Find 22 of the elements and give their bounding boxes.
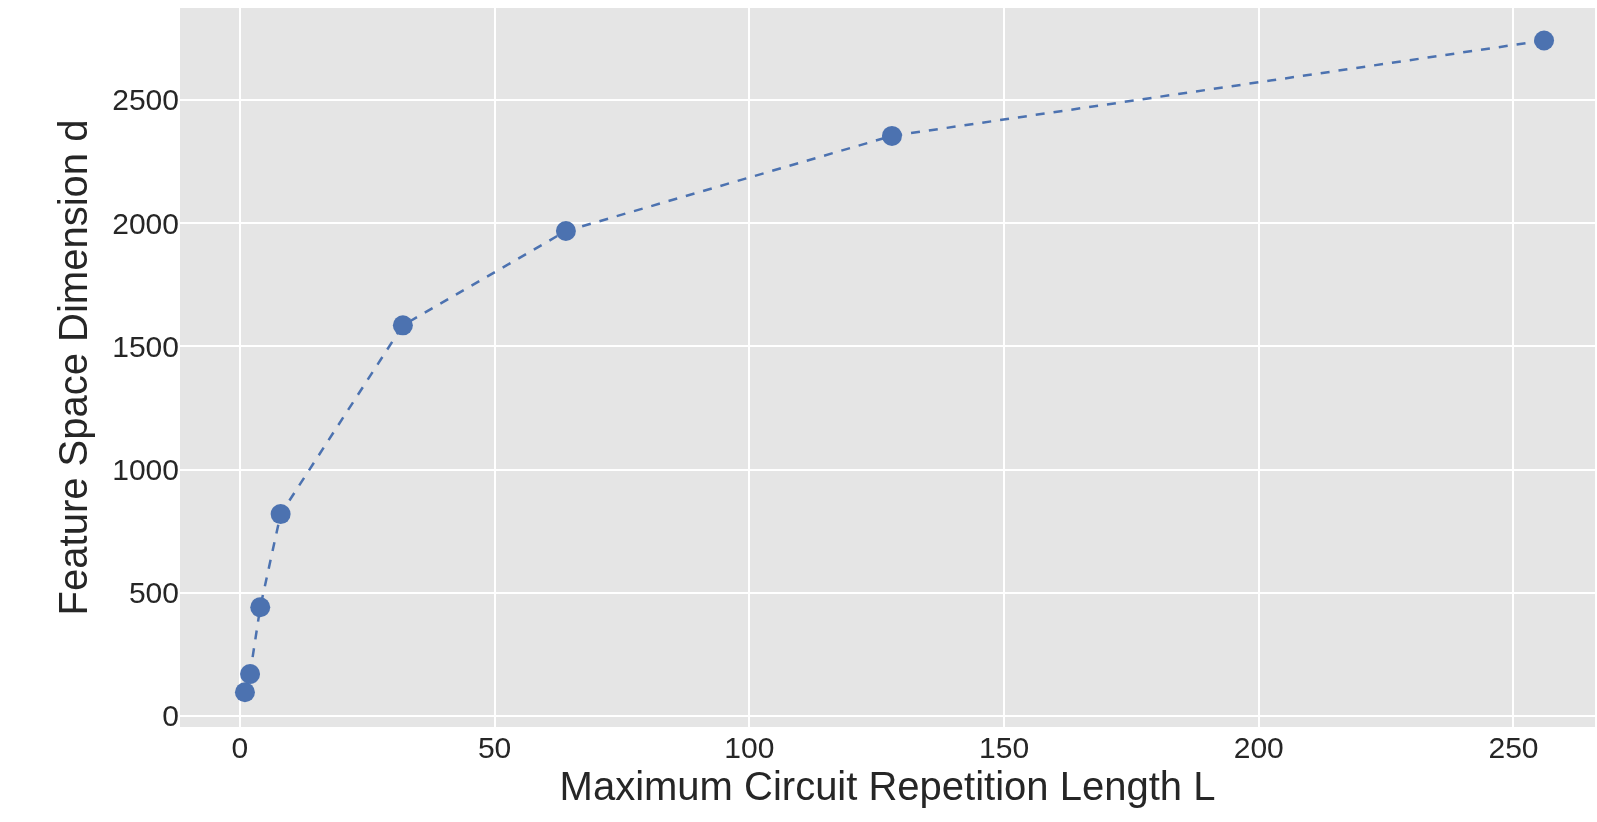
y-axis-title: Feature Space Dimension d: [50, 119, 95, 616]
x-tick-label: 100: [724, 731, 775, 764]
point: [234, 682, 255, 703]
point: [555, 220, 576, 241]
point: [270, 504, 291, 525]
y-tick-label: 500: [128, 576, 179, 610]
y-tick-label: 2000: [112, 206, 179, 240]
y-tick-label: 0: [162, 699, 179, 733]
x-tick-label: 50: [477, 731, 512, 764]
x-tick-label: 0: [231, 731, 249, 764]
point: [240, 664, 261, 685]
y-tick-label: 1000: [112, 453, 179, 487]
x-tick-label: 150: [979, 731, 1030, 764]
x-axis-title: Maximum Circuit Repetition Length L: [559, 764, 1216, 808]
y-tick-label: 1500: [112, 329, 179, 363]
point: [250, 597, 271, 618]
x-tick-label: 250: [1488, 731, 1539, 764]
point: [881, 125, 902, 146]
x-tick-label: 200: [1233, 731, 1284, 764]
point: [1534, 30, 1555, 51]
point: [392, 315, 413, 336]
y-tick-label: 2500: [112, 83, 179, 117]
